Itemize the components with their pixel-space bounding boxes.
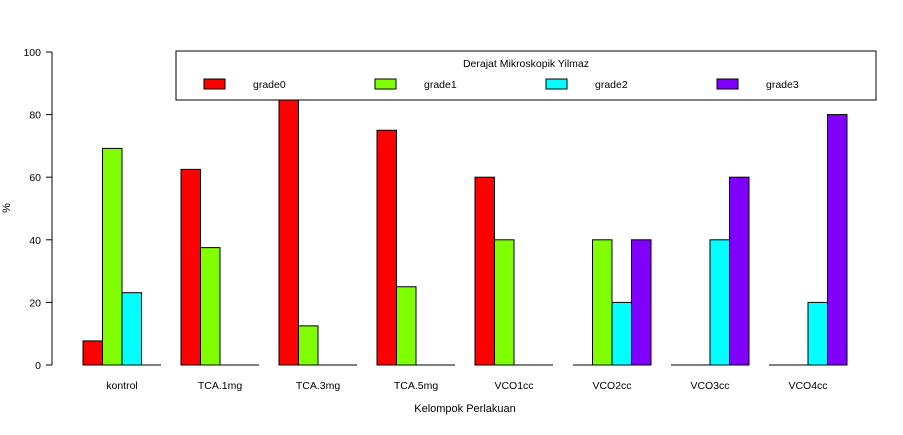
legend-box: [175, 50, 877, 101]
legend-label-grade0: grade0: [253, 79, 286, 91]
x-tick-label: VCO2cc: [592, 380, 631, 392]
x-tick-label: VCO4cc: [788, 380, 827, 392]
bar-grade2-kontrol: [121, 292, 142, 366]
y-tick-label: 40: [29, 235, 41, 247]
x-axis-labels: kontrol TCA.1mg TCA.3mg TCA.5mg VCO1cc VCO2cc…: [106, 380, 827, 392]
legend-title: Derajat Mikroskopik Yilmaz: [463, 58, 589, 70]
y-tick-label: 20: [29, 297, 41, 309]
bar-grade1-VCO2cc: [592, 239, 613, 366]
bar-grade1-kontrol: [102, 147, 123, 366]
bars: [82, 90, 848, 366]
bar-grade1-TCA.1mg: [200, 247, 221, 366]
x-tick-label: VCO3cc: [690, 380, 729, 392]
bar-grade0-TCA.1mg: [180, 168, 201, 366]
y-tick-label: 60: [29, 172, 41, 184]
legend-swatch-grade3: [716, 78, 739, 90]
legend-label-grade1: grade1: [424, 79, 457, 91]
bar-grade0-TCA.3mg: [278, 90, 299, 366]
legend-swatch-grade0: [203, 78, 226, 90]
bar-grade3-VCO3cc: [729, 176, 750, 366]
legend-swatch-grade2: [545, 78, 568, 90]
bar-grade3-VCO2cc: [631, 239, 652, 366]
bar-grade0-kontrol: [82, 340, 103, 366]
x-axis-title: Kelompok Perlakuan: [414, 403, 516, 415]
bar-grade0-VCO1cc: [474, 176, 495, 366]
legend-label-grade3: grade3: [766, 79, 799, 91]
legend-label-grade2: grade2: [595, 79, 628, 91]
y-tick-label: 0: [35, 360, 41, 372]
legend-items: grade0 grade1 grade2 grade3: [203, 78, 799, 91]
bar-grade0-TCA.5mg: [376, 129, 397, 366]
legend-swatch-grade1: [374, 78, 397, 90]
x-tick-label: TCA.3mg: [296, 380, 341, 392]
y-tick-label: 100: [23, 47, 41, 59]
y-axis-title: %: [1, 203, 13, 213]
bar-grade2-VCO2cc: [611, 301, 632, 366]
x-tick-label: VCO1cc: [494, 380, 533, 392]
legend: Derajat Mikroskopik Yilmaz grade0 grade1 g…: [175, 50, 877, 101]
y-tick-label: 80: [29, 110, 41, 122]
bar-grade3-VCO4cc: [827, 114, 848, 366]
bar-grade1-TCA.5mg: [396, 286, 417, 366]
x-tick-label: TCA.5mg: [394, 380, 439, 392]
bar-grade2-VCO3cc: [709, 239, 730, 366]
x-tick-label: TCA.1mg: [198, 380, 243, 392]
bar-grade1-VCO1cc: [494, 239, 515, 366]
x-tick-label: kontrol: [106, 380, 138, 392]
bar-grade1-TCA.3mg: [298, 325, 319, 366]
y-axis: 0 20 40 60 80 100: [23, 47, 53, 372]
bar-grade2-VCO4cc: [807, 301, 828, 366]
